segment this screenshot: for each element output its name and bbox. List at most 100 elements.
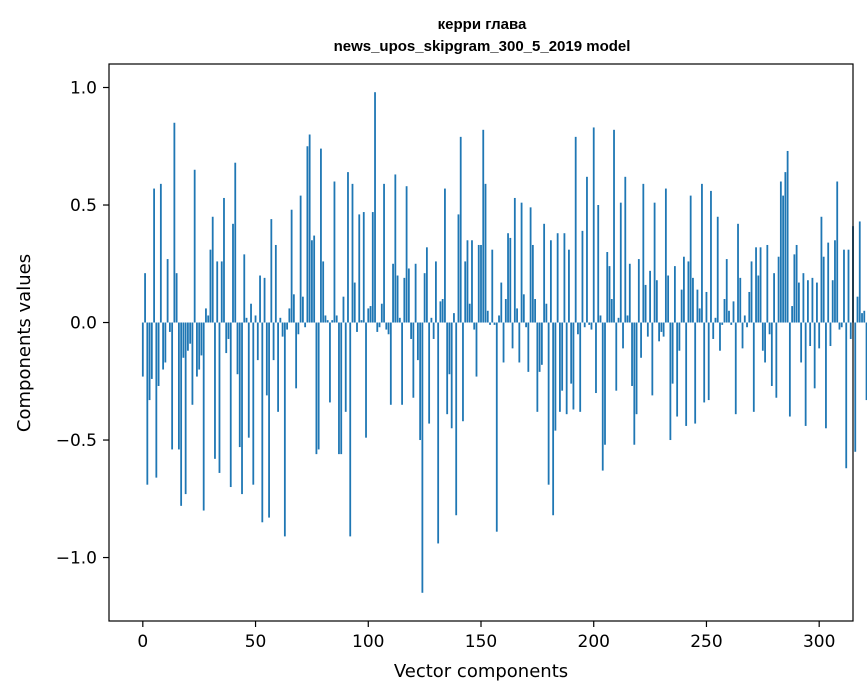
bar-317 (856, 296, 859, 323)
bar-261 (730, 322, 733, 325)
bar-82 (326, 320, 329, 323)
bar-59 (274, 244, 277, 323)
bar-226 (651, 322, 654, 396)
bar-84 (331, 320, 334, 323)
bar-199 (590, 322, 593, 330)
bar-307 (834, 240, 836, 323)
x-axis: 0 50 100 150 200 250 300 (137, 621, 835, 652)
bar-294 (804, 322, 807, 426)
bar-319 (861, 313, 863, 323)
bar-5 (153, 188, 155, 323)
bar-34 (218, 322, 221, 473)
bar-286 (786, 150, 789, 323)
bar-264 (737, 223, 739, 323)
bar-232 (664, 188, 667, 323)
bar-173 (531, 244, 534, 323)
bar-125 (423, 273, 426, 323)
bar-18 (182, 322, 185, 358)
bar-129 (432, 322, 435, 339)
bar-41 (234, 162, 237, 323)
bar-242 (687, 261, 690, 323)
bar-305 (829, 322, 832, 347)
bar-149 (477, 244, 480, 323)
bar-26 (200, 322, 203, 356)
bar-238 (678, 322, 681, 351)
bar-124 (421, 322, 424, 593)
bar-68 (295, 322, 298, 389)
bar-275 (761, 322, 764, 351)
bar-193 (577, 322, 579, 335)
bar-276 (764, 322, 766, 363)
bar-211 (617, 317, 620, 323)
bar-186 (561, 322, 564, 391)
bar-259 (725, 259, 728, 323)
bar-179 (545, 303, 548, 323)
bar-44 (241, 322, 243, 495)
bar-17 (180, 322, 183, 506)
bar-178 (543, 223, 546, 323)
bar-265 (739, 277, 742, 323)
bar-55 (265, 322, 268, 396)
bar-76 (313, 235, 316, 323)
bar-115 (401, 322, 403, 405)
bar-250 (705, 291, 708, 323)
bar-201 (595, 322, 597, 394)
bar-80 (322, 261, 325, 323)
bar-36 (223, 197, 225, 323)
bar-165 (513, 197, 516, 323)
bar-253 (712, 322, 715, 339)
bar-70 (299, 195, 302, 323)
bar-6 (155, 322, 158, 478)
bar-284 (782, 195, 785, 323)
y-axis: −1.0 −0.5 0.0 0.5 1.0 (56, 79, 109, 569)
bar-175 (536, 322, 539, 412)
bar-258 (723, 299, 726, 323)
bar-130 (435, 261, 437, 323)
bar-248 (701, 183, 703, 323)
bar-121 (414, 263, 417, 323)
bar-91 (347, 172, 349, 323)
bar-56 (268, 322, 270, 518)
bar-116 (403, 277, 406, 323)
bar-2 (146, 322, 149, 485)
bar-72 (304, 322, 307, 328)
bar-109 (387, 322, 390, 335)
bar-295 (807, 280, 809, 323)
bar-110 (389, 322, 392, 405)
bar-181 (549, 240, 552, 323)
y-tick-label: 0.0 (70, 314, 97, 334)
bar-204 (601, 322, 604, 471)
bar-38 (227, 322, 230, 339)
bar-131 (437, 322, 440, 544)
bar-189 (568, 249, 570, 323)
bar-153 (486, 310, 489, 323)
bar-113 (396, 275, 399, 323)
bar-127 (428, 322, 431, 424)
y-tick-label: −1.0 (56, 549, 97, 569)
bar-43 (238, 322, 241, 448)
bar-279 (770, 322, 773, 386)
bar-3 (148, 322, 151, 401)
bar-169 (522, 294, 525, 323)
bar-203 (599, 315, 602, 323)
bar-171 (527, 322, 530, 372)
bar-195 (581, 230, 584, 323)
bar-241 (685, 322, 688, 426)
bar-314 (849, 322, 852, 339)
bar-15 (175, 273, 178, 323)
bar-152 (484, 183, 487, 323)
bar-283 (779, 181, 782, 323)
bar-252 (710, 190, 712, 323)
bar-25 (198, 322, 201, 370)
bar-83 (329, 322, 331, 403)
bar-262 (732, 301, 735, 323)
bar-52 (259, 275, 261, 323)
bar-1 (144, 273, 146, 323)
bar-81 (324, 315, 327, 323)
bar-69 (297, 322, 300, 335)
bar-11 (166, 259, 169, 323)
x-tick-label: 300 (803, 632, 835, 652)
bar-308 (836, 181, 839, 323)
bar-212 (619, 202, 622, 323)
